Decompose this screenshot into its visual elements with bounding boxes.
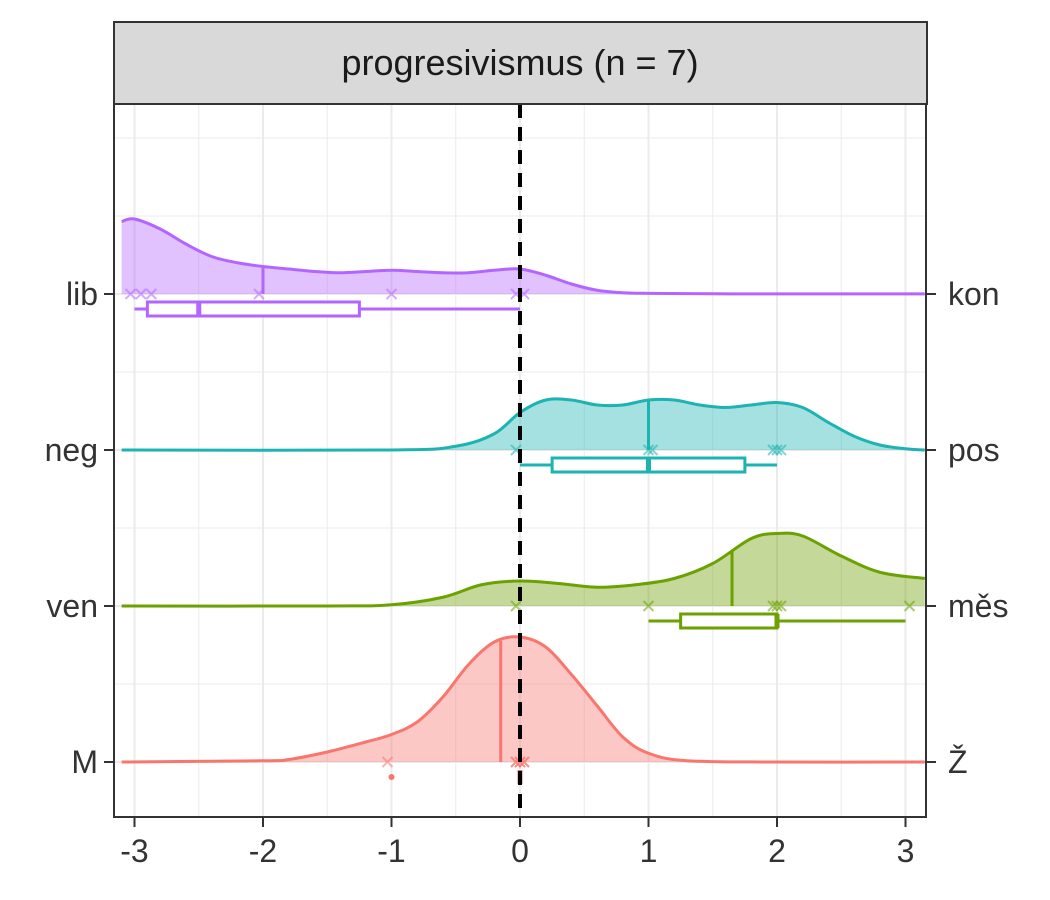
strip-header: progresivismus (n = 7) bbox=[113, 21, 928, 105]
x-tick-label: 0 bbox=[511, 833, 529, 869]
density-curve bbox=[121, 635, 925, 764]
data-point bbox=[771, 600, 783, 612]
data-point bbox=[253, 288, 265, 300]
series-M-Ž bbox=[121, 635, 925, 784]
y-label-left: lib bbox=[66, 276, 98, 312]
chart-title: progresivismus (n = 7) bbox=[341, 42, 698, 83]
density-curve bbox=[121, 217, 925, 296]
y-label-right: kon bbox=[948, 276, 1000, 312]
strip-background bbox=[113, 21, 928, 105]
data-point bbox=[124, 288, 137, 300]
density-curve bbox=[121, 397, 925, 452]
x-tick-label: -1 bbox=[377, 833, 405, 869]
data-point bbox=[767, 600, 779, 612]
data-point bbox=[385, 288, 398, 300]
data-point bbox=[510, 600, 522, 612]
series-lib-kon bbox=[121, 217, 925, 318]
series-layer bbox=[121, 217, 925, 784]
x-tick-label: 3 bbox=[897, 833, 915, 869]
density-area bbox=[121, 218, 925, 294]
x-tick-label: 2 bbox=[768, 833, 786, 869]
y-label-left: M bbox=[71, 744, 98, 780]
data-point bbox=[903, 600, 916, 612]
y-label-right: Ž bbox=[948, 744, 968, 780]
data-point bbox=[646, 444, 659, 456]
density-area bbox=[121, 636, 925, 763]
x-tick-label: -3 bbox=[120, 833, 148, 869]
data-point bbox=[381, 756, 394, 768]
series-ven-měs bbox=[121, 531, 925, 630]
y-label-left: ven bbox=[46, 588, 98, 624]
data-point bbox=[771, 444, 783, 456]
data-point bbox=[642, 444, 655, 456]
y-label-right: pos bbox=[948, 432, 1000, 468]
data-point bbox=[642, 600, 655, 612]
series-neg-pos bbox=[121, 397, 925, 474]
outlier-point bbox=[388, 774, 395, 780]
box-iqr bbox=[679, 612, 779, 630]
data-point bbox=[775, 444, 787, 456]
density-area bbox=[121, 533, 925, 607]
density-area bbox=[121, 398, 925, 451]
data-point bbox=[145, 288, 158, 300]
axes: -3 -2 -1 0 1 2 3 lib kon neg pos ven měs M Ž bbox=[45, 276, 1009, 869]
box-iqr bbox=[145, 300, 361, 318]
y-label-left: neg bbox=[45, 432, 98, 468]
density-curve bbox=[121, 531, 925, 608]
x-tick-label: -2 bbox=[249, 833, 277, 869]
y-label-right: měs bbox=[948, 588, 1008, 624]
x-tick-label: 1 bbox=[640, 833, 658, 869]
data-point bbox=[135, 288, 147, 300]
